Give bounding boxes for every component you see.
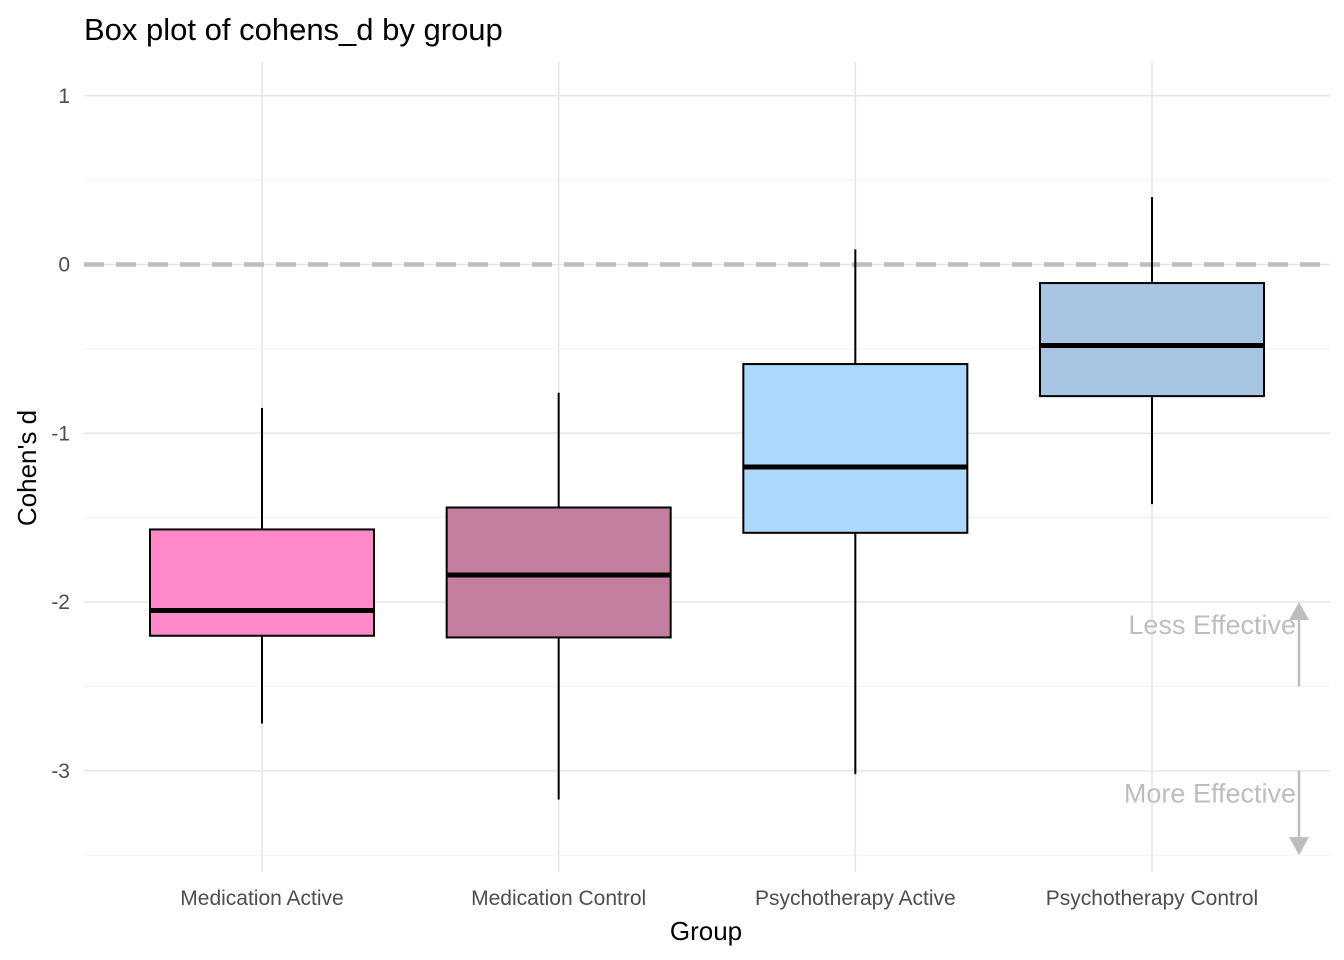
y-tick-label: 1 bbox=[58, 85, 70, 108]
annotations: Less Effective More Effective bbox=[1124, 602, 1309, 856]
boxes bbox=[149, 197, 1265, 800]
annotation-label: More Effective bbox=[1124, 779, 1296, 809]
grid-lines bbox=[84, 62, 1330, 872]
box-iqr bbox=[742, 363, 969, 534]
y-tick-label: -3 bbox=[51, 760, 70, 783]
x-axis-ticks: Medication Active Medication Control Psych… bbox=[180, 887, 1258, 910]
box-psychotherapy-active bbox=[742, 249, 969, 775]
box-medication-active bbox=[149, 407, 375, 724]
x-tick-label: Psychotherapy Active bbox=[755, 887, 956, 910]
annotation-arrow-head bbox=[1289, 602, 1309, 620]
box-psychotherapy-control bbox=[1039, 197, 1265, 505]
y-tick-label: -2 bbox=[51, 591, 70, 614]
box-iqr bbox=[445, 506, 672, 639]
annotation-label: Less Effective bbox=[1128, 610, 1296, 640]
box-iqr bbox=[149, 528, 375, 637]
x-tick-label: Medication Control bbox=[471, 887, 646, 910]
y-tick-label: 0 bbox=[58, 254, 70, 277]
x-tick-label: Psychotherapy Control bbox=[1046, 887, 1258, 910]
box-medication-control bbox=[445, 392, 672, 800]
y-axis-ticks: 1 0 -1 -2 -3 bbox=[51, 85, 70, 783]
x-axis-title: Group bbox=[670, 916, 742, 946]
chart-title: Box plot of cohens_d by group bbox=[84, 12, 503, 47]
y-tick-label: -1 bbox=[51, 422, 70, 445]
box-iqr bbox=[1039, 282, 1265, 398]
x-tick-label: Medication Active bbox=[180, 887, 343, 910]
y-axis-title: Cohen's d bbox=[12, 410, 42, 526]
annotation-arrow-head bbox=[1289, 837, 1309, 856]
